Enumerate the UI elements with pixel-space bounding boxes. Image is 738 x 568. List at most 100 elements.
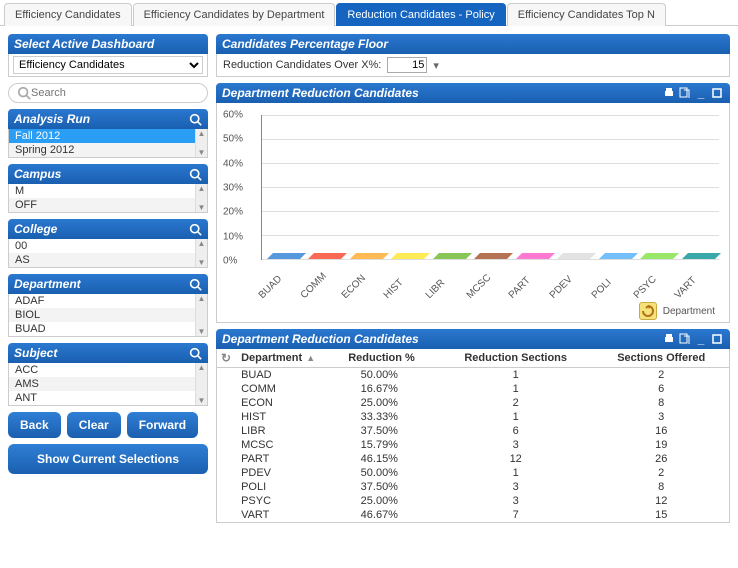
cycle-icon[interactable] [639, 302, 657, 320]
table-row[interactable]: MCSC15.79%319 [217, 438, 729, 452]
search-icon[interactable] [188, 112, 202, 126]
table-row[interactable]: HIST33.33%13 [217, 410, 729, 424]
x-tick-label: PSYC [632, 264, 669, 301]
table-cell: LIBR [235, 424, 325, 438]
list-item[interactable]: ADAF [9, 294, 195, 308]
maximize-icon[interactable] [710, 86, 724, 100]
search-icon [17, 86, 31, 100]
list-item[interactable]: OFF [9, 198, 195, 212]
show-selections-button[interactable]: Show Current Selections [8, 444, 208, 474]
search-icon[interactable] [188, 277, 202, 291]
table-cell: 19 [593, 438, 729, 452]
x-tick-label: PDEV [548, 264, 585, 301]
tab[interactable]: Reduction Candidates - Policy [336, 3, 505, 26]
chart-panel-title: Department Reduction Candidates [222, 86, 419, 100]
table-cell: 8 [593, 396, 729, 410]
clear-button[interactable]: Clear [67, 412, 121, 438]
back-button[interactable]: Back [8, 412, 61, 438]
dropdown-icon[interactable]: ▾ [433, 59, 439, 72]
export-icon[interactable] [678, 86, 692, 100]
table-cell: 7 [438, 508, 593, 522]
table-row[interactable]: BUAD50.00%12 [217, 368, 729, 383]
table-cell: COMM [235, 382, 325, 396]
export-icon[interactable] [678, 332, 692, 346]
list-item[interactable]: AS [9, 253, 195, 267]
active-dashboard-header: Select Active Dashboard [8, 34, 208, 54]
chart-area: BUADCOMMECONHISTLIBRMCSCPARTPDEVPOLIPSYC… [216, 103, 730, 323]
scrollbar[interactable]: ▲▼ [195, 184, 207, 212]
y-tick-label: 20% [223, 207, 243, 218]
filter-header: Department [8, 274, 208, 294]
table-cell: 2 [593, 368, 729, 383]
list-item[interactable]: ACC [9, 363, 195, 377]
table-row[interactable]: VART46.67%715 [217, 508, 729, 522]
table-row[interactable]: PDEV50.00%12 [217, 466, 729, 480]
table-cell: 46.67% [325, 508, 438, 522]
floor-value-input[interactable] [387, 57, 427, 73]
table-row[interactable]: PSYC25.00%312 [217, 494, 729, 508]
table-cell: 3 [438, 494, 593, 508]
filter-header: Subject [8, 343, 208, 363]
active-dashboard-select[interactable]: Efficiency Candidates [13, 56, 203, 74]
table-cell: ECON [235, 396, 325, 410]
maximize-icon[interactable] [710, 332, 724, 346]
table-cell: 50.00% [325, 368, 438, 383]
print-icon[interactable] [662, 332, 676, 346]
table-cell: 8 [593, 480, 729, 494]
table-row[interactable]: POLI37.50%38 [217, 480, 729, 494]
table-cell: 6 [438, 424, 593, 438]
table-cell: 1 [438, 410, 593, 424]
table-header[interactable]: Department▲ [235, 349, 325, 368]
floor-panel-header: Candidates Percentage Floor [216, 34, 730, 54]
tab[interactable]: Efficiency Candidates [4, 3, 132, 26]
tab[interactable]: Efficiency Candidates by Department [133, 3, 336, 26]
table-cell: 37.50% [325, 480, 438, 494]
table-cell: 50.00% [325, 466, 438, 480]
main-area: Candidates Percentage Floor Reduction Ca… [216, 34, 730, 523]
table-row[interactable]: COMM16.67%16 [217, 382, 729, 396]
forward-button[interactable]: Forward [127, 412, 198, 438]
list-item[interactable]: BUAD [9, 322, 195, 336]
x-tick-label: HIST [382, 264, 419, 301]
search-icon[interactable] [188, 346, 202, 360]
scrollbar[interactable]: ▲▼ [195, 294, 207, 336]
chart-panel-header: Department Reduction Candidates _ [216, 83, 730, 103]
table-cell: 25.00% [325, 396, 438, 410]
search-input[interactable] [31, 87, 199, 99]
list-item[interactable]: AMS [9, 377, 195, 391]
x-tick-label: ECON [340, 264, 377, 301]
search-box[interactable] [8, 83, 208, 103]
list-item[interactable]: M [9, 184, 195, 198]
table-row[interactable]: ECON25.00%28 [217, 396, 729, 410]
search-icon[interactable] [188, 167, 202, 181]
nav-buttons: Back Clear Forward [8, 412, 208, 438]
minimize-icon[interactable]: _ [694, 332, 708, 346]
table-row[interactable]: PART46.15%1226 [217, 452, 729, 466]
minimize-icon[interactable]: _ [694, 86, 708, 100]
y-tick-label: 60% [223, 110, 243, 121]
table-cell: MCSC [235, 438, 325, 452]
list-item[interactable]: ANT [9, 391, 195, 405]
list-item[interactable]: Spring 2012 [9, 143, 195, 157]
list-item[interactable]: BIOL [9, 308, 195, 322]
filter-header: Analysis Run [8, 109, 208, 129]
search-icon[interactable] [188, 222, 202, 236]
scrollbar[interactable]: ▲▼ [195, 239, 207, 267]
tab[interactable]: Efficiency Candidates Top N [507, 3, 666, 26]
list-item[interactable]: 00 [9, 239, 195, 253]
list-item[interactable]: Fall 2012 [9, 129, 195, 143]
table-cell: 33.33% [325, 410, 438, 424]
scrollbar[interactable]: ▲▼ [195, 363, 207, 405]
scrollbar[interactable]: ▲▼ [195, 129, 207, 157]
table-row[interactable]: LIBR37.50%616 [217, 424, 729, 438]
table-cell: PART [235, 452, 325, 466]
table-header[interactable]: Reduction % [325, 349, 438, 368]
table-cell: PDEV [235, 466, 325, 480]
table-header[interactable]: Reduction Sections [438, 349, 593, 368]
x-tick-label: COMM [298, 264, 335, 301]
table-cell: 1 [438, 466, 593, 480]
print-icon[interactable] [662, 86, 676, 100]
table-cell: 16.67% [325, 382, 438, 396]
table-reload-icon[interactable]: ↻ [217, 349, 235, 368]
table-header[interactable]: Sections Offered [593, 349, 729, 368]
